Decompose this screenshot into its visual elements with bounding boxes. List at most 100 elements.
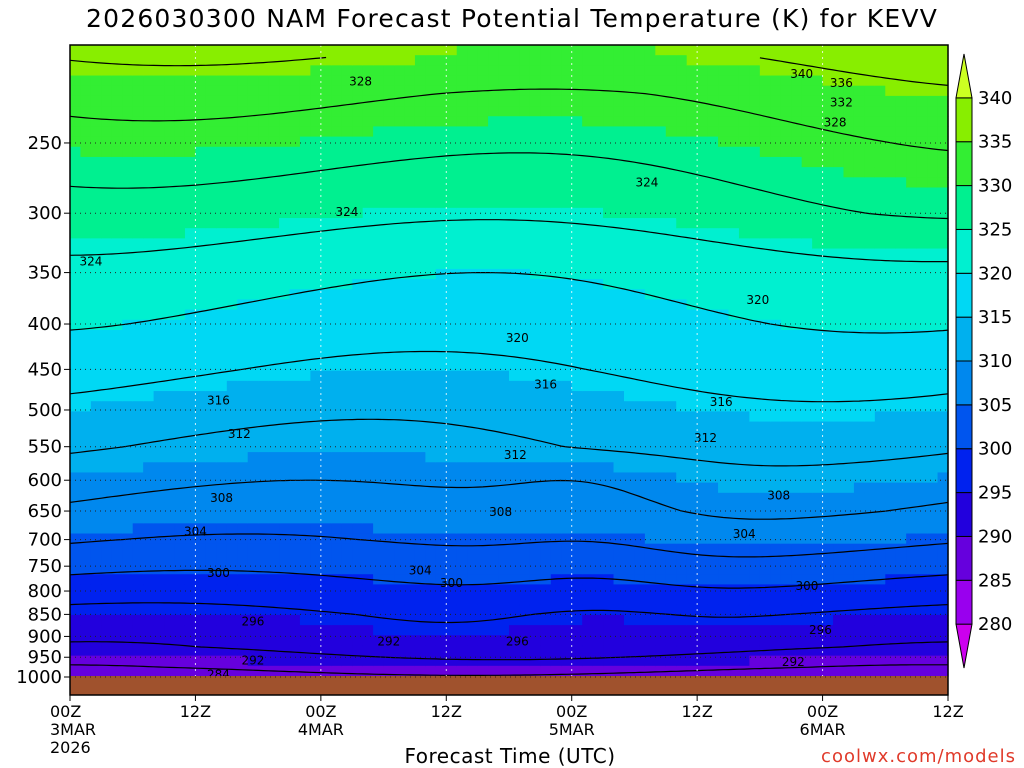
x-tick-date: 6MAR (800, 720, 846, 739)
y-tick-label: 550 (28, 437, 62, 458)
contour-label: 316 (710, 395, 733, 409)
contour-label: 296 (241, 615, 264, 629)
plot-frame (69, 44, 949, 696)
contour-label: 296 (809, 623, 832, 637)
x-tick-label: 00Z (50, 702, 81, 721)
contour-label: 292 (782, 655, 805, 669)
colorbar-segment (955, 623, 973, 669)
contour-label: 308 (767, 488, 790, 502)
contour-label: 308 (210, 491, 233, 505)
contour-line (69, 219, 948, 263)
y-tick-label: 1000 (16, 667, 62, 688)
colorbar-segment (955, 579, 973, 625)
x-axis-label: Forecast Time (UTC) (404, 744, 616, 768)
y-tick-label: 750 (28, 556, 62, 577)
x-tick-label: 12Z (180, 702, 211, 721)
contour-label: 336 (830, 76, 853, 90)
x-tick-year: 2026 (50, 738, 91, 757)
colorbar-label: 340 (978, 88, 1012, 109)
x-tick-label: 00Z (305, 702, 336, 721)
y-tick-label: 600 (28, 470, 62, 491)
chart-title: 2026030300 NAM Forecast Potential Temper… (86, 4, 938, 33)
y-tick-label: 250 (28, 133, 62, 154)
colorbar-label: 285 (978, 570, 1012, 591)
contour-label: 320 (506, 331, 529, 345)
x-tick-label: 00Z (556, 702, 587, 721)
contour-label: 324 (336, 205, 359, 219)
contour-line (69, 418, 949, 467)
colorbar-segment (955, 53, 973, 99)
contour-label: 316 (207, 394, 230, 408)
colorbar-segment (955, 141, 973, 187)
contour-line (69, 602, 949, 624)
contour-line (69, 88, 949, 152)
x-tick-date: 4MAR (298, 720, 344, 739)
x-tick-label: 12Z (681, 702, 712, 721)
x-tick-label: 00Z (807, 702, 838, 721)
x-tick-date: 5MAR (549, 720, 595, 739)
y-tick-label: 800 (28, 581, 62, 602)
colorbar-segment (955, 316, 973, 362)
colorbar-label: 325 (978, 219, 1012, 240)
contour-label: 292 (377, 635, 400, 649)
contour-label: 324 (79, 254, 102, 268)
contour-label: 300 (440, 576, 463, 590)
colorbar-label: 310 (978, 351, 1012, 372)
credit-link[interactable]: coolwx.com/models (821, 746, 1016, 767)
y-tick-label: 700 (28, 530, 62, 551)
y-tick-label: 650 (28, 501, 62, 522)
colorbar-segment (955, 535, 973, 581)
contour-label: 312 (694, 431, 717, 445)
contour-labels: 328 340 336 332 328 324 324 324 320 320 316 316 316 3… (79, 67, 852, 681)
x-tick-date: 3MAR (50, 720, 96, 739)
contour-label: 312 (228, 427, 251, 441)
filled-field (70, 45, 949, 677)
colorbar-segment (955, 228, 973, 274)
colorbar-label: 330 (978, 176, 1012, 197)
y-tick-label: 350 (28, 263, 62, 284)
contour-label: 316 (534, 378, 557, 392)
surface-band (70, 676, 948, 695)
contour-line (69, 272, 949, 334)
y-axis: 250 300 350 400 450 500 550 600 650 700 750 8008509… (16, 133, 70, 688)
colorbar-segment (955, 272, 973, 318)
contour-line (69, 479, 949, 520)
contour-lines (69, 56, 949, 676)
x-tick-label: 12Z (431, 702, 462, 721)
contour-label: 340 (790, 67, 813, 81)
contour-label: 300 (795, 579, 818, 593)
colorbar-label: 290 (978, 526, 1012, 547)
colorbar-segment (955, 404, 973, 450)
contour-label: 328 (349, 74, 372, 88)
y-tick-label: 450 (28, 359, 62, 380)
contour-label: 304 (733, 527, 756, 541)
y-tick-label: 400 (28, 314, 62, 335)
colorbar-segment (955, 360, 973, 406)
contour-label: 308 (489, 505, 512, 519)
colorbar-segment (955, 492, 973, 537)
contour-label: 320 (746, 293, 769, 307)
colorbar-label: 320 (978, 263, 1012, 284)
contour-label: 332 (830, 95, 853, 109)
contour-line (69, 350, 949, 403)
colorbar-label: 305 (978, 395, 1012, 416)
contour-line (69, 641, 949, 661)
colorbar: 280 285 290 295 300 305 310 315 320 325 330 335 340 (955, 53, 1012, 669)
contour-label: 292 (241, 653, 264, 667)
contour-label: 324 (636, 175, 659, 189)
contour-label: 304 (409, 563, 432, 577)
y-tick-label: 900 (28, 626, 62, 647)
contour-label: 300 (207, 566, 230, 580)
y-tick-label: 850 (28, 604, 62, 625)
contour-label: 312 (504, 448, 527, 462)
y-tick-label: 300 (28, 203, 62, 224)
colorbar-label: 280 (978, 614, 1012, 635)
contour-line (69, 569, 949, 589)
y-tick-label: 500 (28, 400, 62, 421)
contour-line (69, 56, 949, 86)
contour-line (69, 664, 948, 676)
colorbar-label: 335 (978, 132, 1012, 153)
contour-line (69, 152, 949, 220)
